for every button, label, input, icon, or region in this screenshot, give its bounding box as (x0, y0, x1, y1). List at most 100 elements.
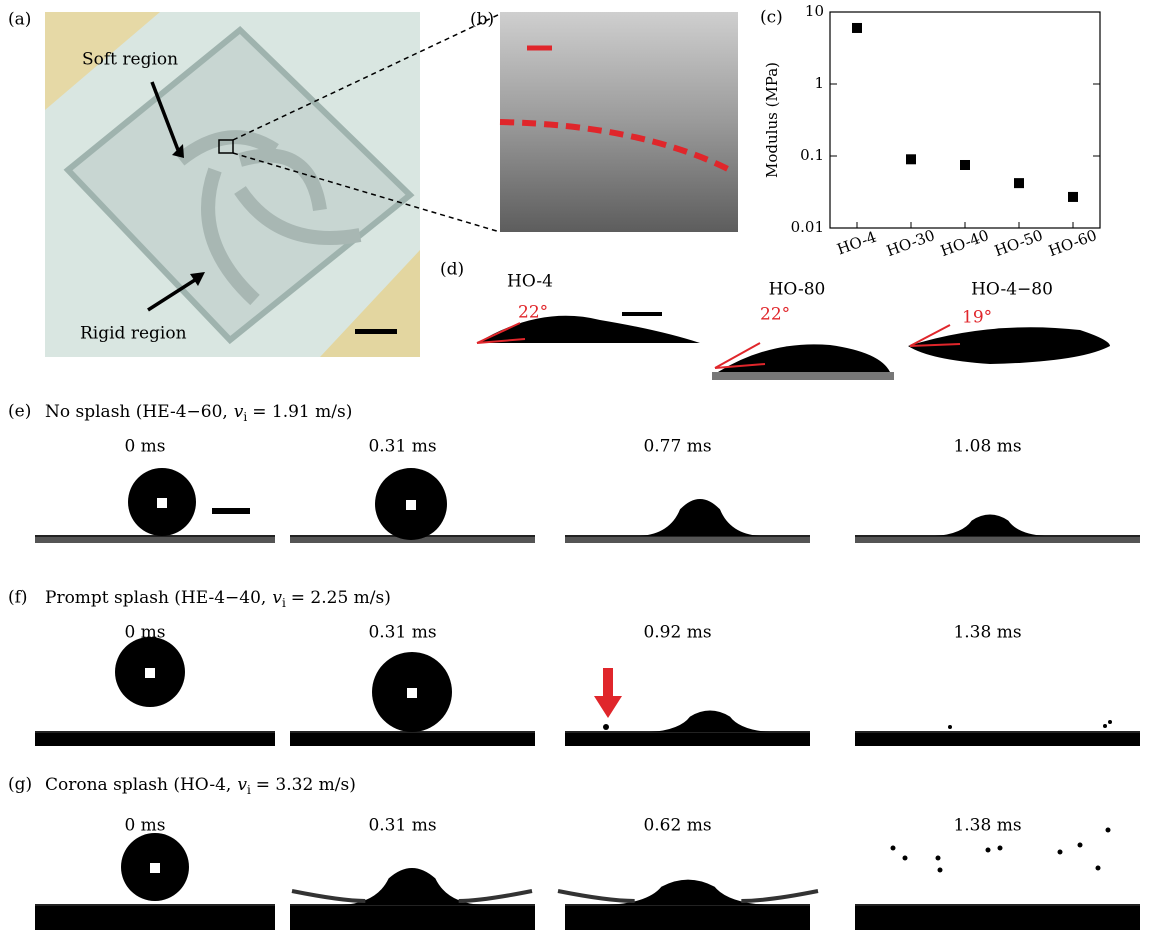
x-tick-label: HO-4 (835, 228, 879, 259)
panel-label: (a) (8, 10, 31, 30)
annotation: Soft region (82, 50, 178, 70)
drop (477, 316, 700, 343)
scale-bar (355, 329, 397, 334)
x-tick-label: HO-50 (992, 226, 1045, 260)
highlight (406, 500, 416, 510)
arrow-head (594, 696, 622, 718)
time-label: 0.92 ms (643, 623, 711, 643)
point (960, 160, 970, 170)
panel-label: (f) (8, 588, 28, 608)
substrate (855, 905, 1140, 930)
arrow (603, 668, 613, 698)
time-label: 0 ms (124, 437, 165, 457)
point (1068, 192, 1078, 202)
substrate (565, 732, 810, 746)
spread-droplet (650, 711, 770, 732)
time-label: 0.77 ms (643, 437, 711, 457)
substrate (565, 536, 810, 543)
row-title: Prompt splash (HE-4−40, vi = 2.25 m/s) (45, 588, 391, 610)
row-title-symbol: v (237, 775, 247, 795)
panel-label: (d) (440, 260, 464, 280)
figure: (a) Soft region Rigid region (b) (d) HO-… (0, 0, 1150, 930)
ejecta (1058, 850, 1063, 855)
ejecta (903, 856, 908, 861)
x-tick-label: HO-30 (884, 226, 937, 260)
panel-label: (c) (760, 8, 783, 28)
ejecta (936, 856, 941, 861)
x-tick-label: HO-40 (938, 226, 991, 260)
ejecta (1106, 828, 1111, 833)
substrate (712, 372, 894, 380)
panel-label: (b) (470, 10, 494, 30)
time-label: 1.38 ms (953, 816, 1021, 836)
substrate (35, 732, 275, 746)
scale-bar (622, 312, 662, 316)
angle-label: 22° (518, 303, 548, 323)
row-title-text: Corona splash (HO-4, (45, 775, 231, 795)
spread-droplet (935, 515, 1045, 536)
point (906, 154, 916, 164)
x-tick-label: HO-60 (1046, 226, 1099, 260)
ejecta (891, 846, 896, 851)
row-title-value: = 3.32 m/s) (256, 775, 356, 795)
angle-label: 19° (962, 308, 992, 328)
plot-frame (830, 12, 1100, 228)
time-label: 0 ms (124, 816, 165, 836)
y-tick-label: 0.01 (791, 218, 824, 236)
highlight (407, 688, 417, 698)
panel-label: (e) (8, 402, 31, 422)
substrate (855, 536, 1140, 543)
row-title-subscript: i (282, 596, 286, 610)
row-title-text: No splash (HE-4−60, (45, 402, 228, 422)
substrate (35, 905, 275, 930)
substrate (290, 732, 535, 746)
annotation: Rigid region (80, 324, 187, 344)
row-title: Corona splash (HO-4, vi = 3.32 m/s) (45, 775, 356, 797)
y-tick-label: 0.1 (800, 146, 824, 164)
y-tick-label: 10 (805, 2, 824, 20)
substrate (855, 732, 1140, 746)
ejecta (1103, 724, 1107, 728)
lamella (741, 891, 818, 901)
ejecta (986, 848, 991, 853)
row-title-symbol: v (234, 402, 244, 422)
ejecta (938, 868, 943, 873)
point (852, 23, 862, 33)
ejecta (948, 725, 952, 729)
row-title-value: = 2.25 m/s) (291, 588, 391, 608)
ejecta (1108, 720, 1112, 724)
ejecta (998, 846, 1003, 851)
row-title-subscript: i (247, 783, 251, 797)
angle-label: 22° (760, 305, 790, 325)
lamella (558, 891, 635, 901)
panel-label: (g) (8, 775, 32, 795)
scale-bar (212, 508, 250, 514)
ejecta (1096, 866, 1101, 871)
highlight (157, 498, 167, 508)
lamella (292, 891, 365, 901)
lamella (459, 891, 532, 901)
time-label: 0.31 ms (368, 623, 436, 643)
row-title: No splash (HE-4−60, vi = 1.91 m/s) (45, 402, 352, 424)
time-label: 1.38 ms (953, 623, 1021, 643)
row-title-subscript: i (243, 410, 247, 424)
row-title-text: Prompt splash (HE-4−40, (45, 588, 266, 608)
point (1014, 178, 1024, 188)
sample-name: HO-4−80 (971, 280, 1053, 300)
highlight (150, 863, 160, 873)
time-label: 0.31 ms (368, 437, 436, 457)
row-title-value: = 1.91 m/s) (252, 402, 352, 422)
highlight (145, 668, 155, 678)
ejecta (603, 724, 609, 730)
substrate (565, 905, 810, 930)
substrate (35, 536, 275, 543)
spread-droplet (640, 499, 760, 536)
y-tick-label: 1 (814, 74, 824, 92)
row-title-symbol: v (272, 588, 282, 608)
ejecta (1078, 843, 1083, 848)
sample-name: HO-80 (769, 280, 826, 300)
time-label: 1.08 ms (953, 437, 1021, 457)
substrate (290, 905, 535, 930)
y-axis-label: Modulus (MPa) (763, 62, 781, 178)
time-label: 0.31 ms (368, 816, 436, 836)
